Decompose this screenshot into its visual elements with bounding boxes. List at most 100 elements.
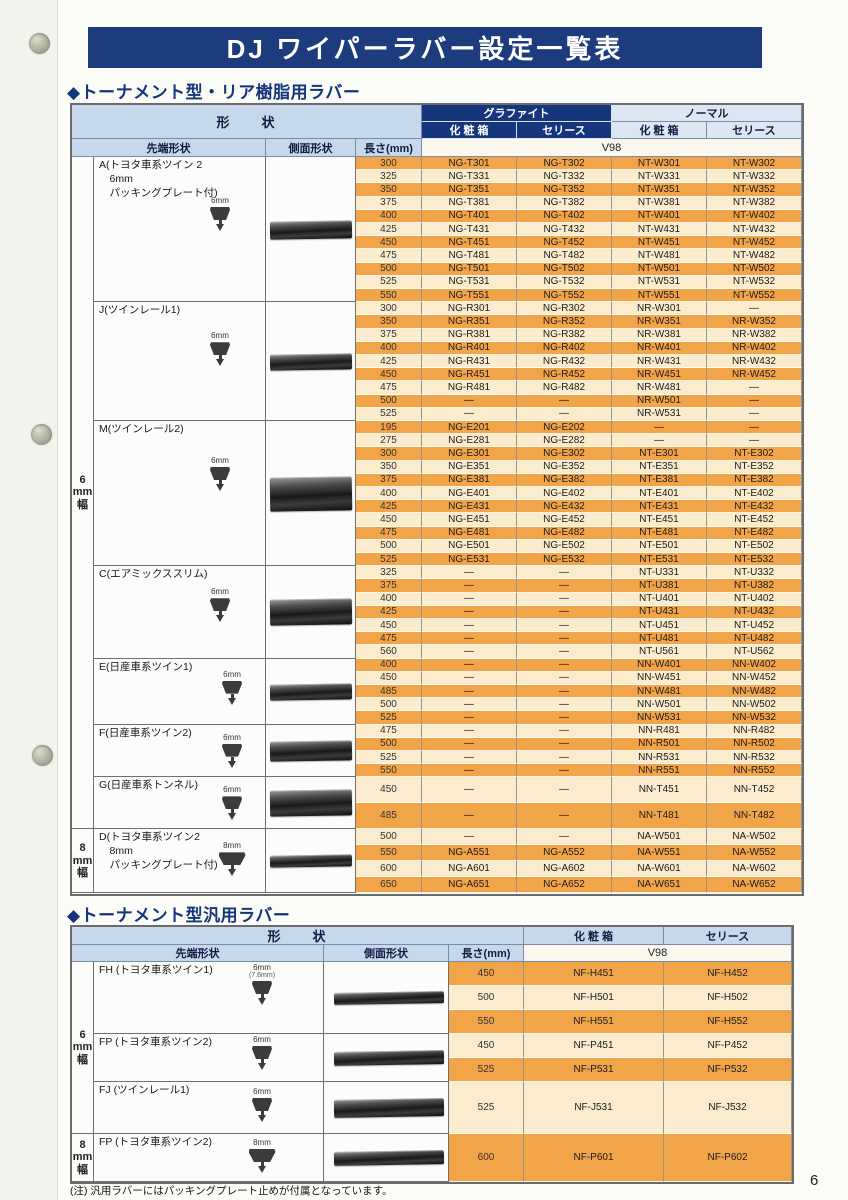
header-model-v98: V98 <box>524 945 792 962</box>
part-number-cell: NN-W502 <box>707 698 802 712</box>
part-number-cell: NG-R352 <box>517 315 612 329</box>
part-number-cell: — <box>517 619 612 633</box>
tip-arrow-shape <box>258 1063 266 1070</box>
tip-dimension-label: 8mm <box>223 841 241 851</box>
tip-arrow-shape <box>228 697 236 705</box>
header-tip-shape: 先端形状 <box>72 945 324 962</box>
length-cell: 475 <box>356 381 422 395</box>
tip-profile-shape <box>210 467 230 480</box>
tip-stem-shape <box>260 1059 264 1063</box>
part-number-cell: NG-E401 <box>422 487 517 501</box>
page-title-banner: DJ ワイパーラバー設定一覧表 <box>88 27 762 68</box>
length-cell: 525 <box>356 553 422 567</box>
part-number-cell: NF-P451 <box>524 1034 664 1058</box>
tip-profile-shape <box>218 852 246 866</box>
part-number-cell: — <box>422 579 517 593</box>
part-number-cell: NG-E531 <box>422 553 517 567</box>
length-cell: 550 <box>356 289 422 303</box>
tip-profile-shape <box>210 207 230 220</box>
width-group-label-line: 6 <box>79 473 86 486</box>
part-number-cell: NG-T401 <box>422 209 517 223</box>
length-cell: 525 <box>449 1058 524 1082</box>
part-number-cell: NT-U331 <box>612 566 707 580</box>
part-number-cell: NG-T331 <box>422 170 517 184</box>
part-number-cell: NA-W601 <box>612 861 707 878</box>
part-number-cell: — <box>707 434 802 448</box>
header-length: 長さ(mm) <box>356 139 422 157</box>
part-number-cell: NT-E402 <box>707 487 802 501</box>
length-cell: 400 <box>356 209 422 223</box>
part-number-cell: — <box>422 671 517 685</box>
width-group-label-line: mm <box>72 1041 93 1054</box>
part-number-cell: NR-W301 <box>612 302 707 316</box>
part-number-cell: NT-U382 <box>707 579 802 593</box>
part-number-cell: NG-E502 <box>517 539 612 553</box>
part-number-cell: NR-W382 <box>707 328 802 342</box>
length-cell: 485 <box>356 803 422 830</box>
header-model-v98: V98 <box>422 139 802 157</box>
part-number-cell: NT-W352 <box>707 183 802 197</box>
part-number-cell: — <box>517 645 612 659</box>
section-tip-cell: G(日産車系トンネル) 6mm <box>94 777 266 830</box>
part-number-cell: — <box>707 302 802 316</box>
tip-stem-shape <box>230 693 234 698</box>
part-number-cell: NT-U431 <box>612 605 707 619</box>
length-cell: 600 <box>449 1134 524 1182</box>
length-cell: 450 <box>356 513 422 527</box>
header-shape: 形 状 <box>72 927 524 945</box>
part-number-cell: — <box>517 698 612 712</box>
width-group-label: 6 mm 幅 <box>72 157 94 830</box>
length-cell: 375 <box>356 328 422 342</box>
length-cell: 550 <box>356 845 422 862</box>
part-number-cell: NT-W552 <box>707 289 802 303</box>
width-group-label-line: 8 <box>79 841 86 854</box>
part-number-cell: NG-E432 <box>517 500 612 514</box>
part-number-cell: NG-E351 <box>422 460 517 474</box>
part-number-cell: NT-W382 <box>707 196 802 210</box>
part-number-cell: NT-W481 <box>612 249 707 263</box>
length-cell: 300 <box>356 447 422 461</box>
length-cell: 500 <box>356 262 422 276</box>
part-number-cell: NF-P452 <box>664 1034 792 1058</box>
section-side-cell <box>324 1082 449 1134</box>
part-number-cell: NG-E382 <box>517 473 612 487</box>
tip-profile-shape <box>210 598 230 612</box>
part-number-cell: NT-E301 <box>612 447 707 461</box>
section-side-cell <box>266 658 356 725</box>
part-number-cell: NG-T551 <box>422 289 517 303</box>
side-profile-icon <box>333 1098 445 1118</box>
part-number-cell: NT-U482 <box>707 632 802 646</box>
section-tip-cell: FJ (ツインレール1) 6mm <box>94 1082 324 1134</box>
tip-dimension-label: 6mm <box>211 587 229 597</box>
tip-profile-shape <box>252 1098 272 1111</box>
header-side-shape: 側面形状 <box>266 139 356 157</box>
part-number-cell: NT-U402 <box>707 592 802 606</box>
part-number-cell: NT-W452 <box>707 236 802 250</box>
footnote: (注) 汎用ラバーにはパッキングプレート止めが付属となっています。 <box>70 1185 393 1197</box>
part-number-cell: NA-W652 <box>707 877 802 894</box>
part-number-cell: NN-W401 <box>612 658 707 672</box>
part-number-cell: NT-W402 <box>707 209 802 223</box>
part-number-cell: NF-H502 <box>664 986 792 1010</box>
part-number-cell: — <box>517 803 612 830</box>
width-group-label-line: mm <box>72 486 93 499</box>
part-number-cell: NT-W432 <box>707 223 802 237</box>
part-number-cell: — <box>517 592 612 606</box>
part-number-cell: — <box>517 579 612 593</box>
width-group-label: 6 mm 幅 <box>72 962 94 1134</box>
part-number-cell: — <box>422 566 517 580</box>
part-number-cell: NG-T482 <box>517 249 612 263</box>
part-number-cell: NN-T452 <box>707 777 802 804</box>
part-number-cell: — <box>422 711 517 725</box>
part-number-cell: NT-W301 <box>612 157 707 171</box>
section-label: FP (トヨタ車系ツイン2) <box>99 1036 212 1048</box>
part-number-cell: NT-W401 <box>612 209 707 223</box>
section-side-cell <box>266 829 356 894</box>
section-side-cell <box>266 302 356 421</box>
part-number-cell: NG-T302 <box>517 157 612 171</box>
length-cell: 560 <box>356 645 422 659</box>
tip-arrow-shape <box>228 813 236 821</box>
length-cell: 550 <box>356 764 422 778</box>
part-number-cell: — <box>517 777 612 804</box>
